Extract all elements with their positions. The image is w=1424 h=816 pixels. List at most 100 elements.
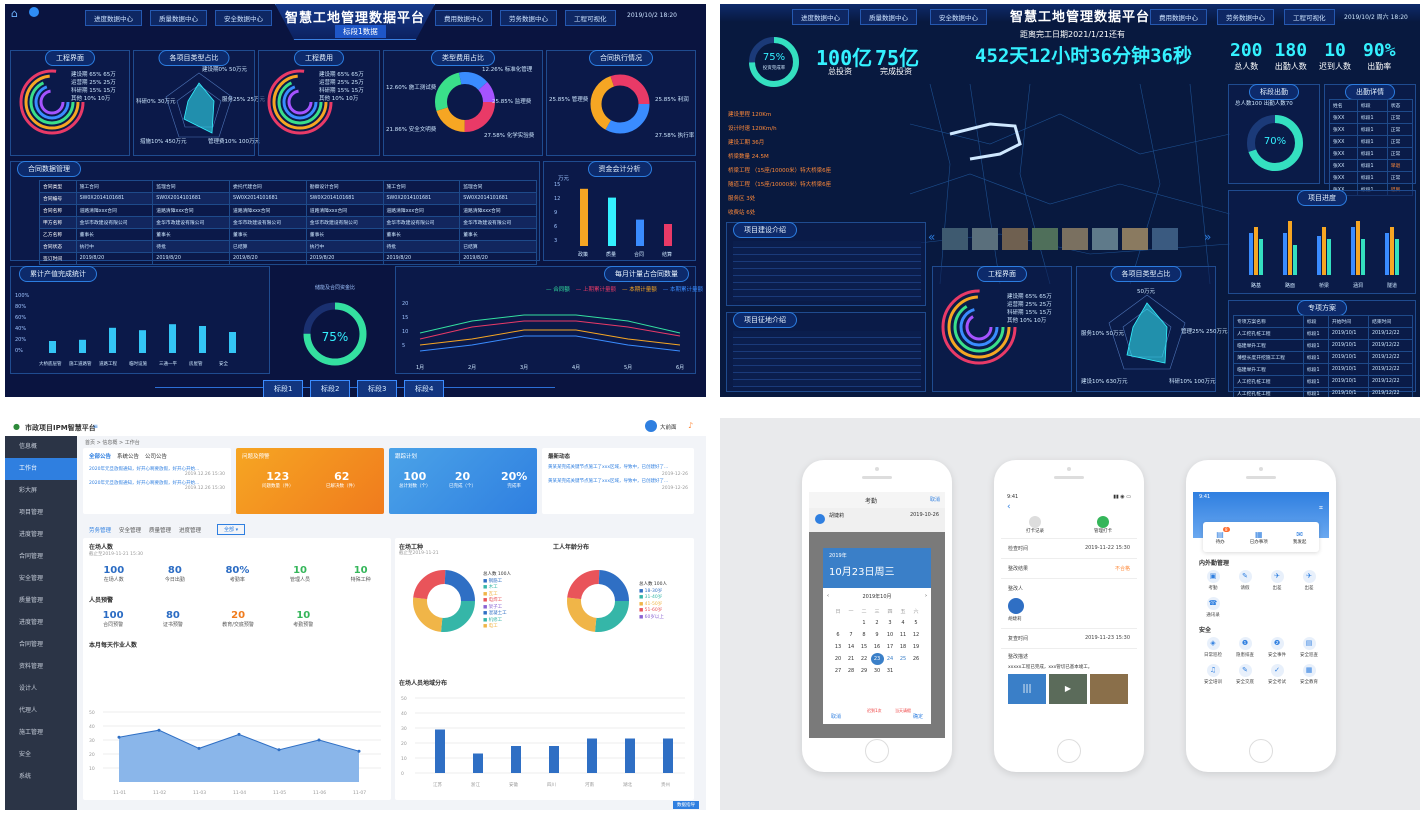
filter-select[interactable]: 全部 ▾ [217, 524, 246, 535]
scan-icon[interactable]: ⌗ [1319, 504, 1323, 512]
confirm-button[interactable]: 确定 [912, 714, 923, 720]
day-cell[interactable]: 14 [847, 644, 855, 650]
nav-progress[interactable]: 进度数据中心 [792, 9, 849, 25]
todo-icon[interactable]: ▤ [1216, 529, 1224, 539]
todo-label[interactable]: 待办 [1215, 539, 1225, 545]
cancel-button[interactable]: 取消 [831, 714, 842, 720]
app-shortcut[interactable]: ▣ 考勤 [1199, 570, 1227, 591]
day-cell[interactable]: 13 [834, 644, 842, 650]
day-cell[interactable]: 19 [912, 644, 920, 650]
tab-section-4[interactable]: 标段4 [404, 380, 445, 397]
nav-quality[interactable]: 质量数据中心 [860, 9, 917, 25]
app-shortcut[interactable]: ❶ 隐患排查 [1231, 637, 1259, 658]
sidebar-item[interactable]: 信息概 [19, 443, 38, 450]
day-cell[interactable]: 9 [875, 632, 879, 638]
prev-arrow-icon[interactable]: « [928, 230, 936, 244]
app-shortcut[interactable]: ▤ 安全巡查 [1295, 637, 1323, 658]
sidebar-item[interactable]: 设计人 [19, 685, 38, 692]
header-action[interactable]: 取消 [929, 497, 940, 503]
day-cell[interactable]: 18 [899, 644, 907, 650]
bell-icon[interactable]: ♪ [688, 421, 694, 430]
app-shortcut[interactable]: ✎ 安全交底 [1231, 664, 1259, 685]
photo-thumbnail[interactable] [1002, 228, 1028, 250]
user-name[interactable]: 大前面 [660, 425, 677, 431]
initiated-icon[interactable]: ✉ [1296, 529, 1303, 539]
nav-progress[interactable]: 进度数据中心 [85, 10, 142, 26]
notice-item[interactable]: 2020年元旦放假通知，好开心啊要放假，好开心开始... [89, 481, 200, 486]
module-tab[interactable]: 质量管理 [149, 528, 172, 534]
day-cell[interactable]: 21 [847, 656, 855, 662]
sidebar-item[interactable]: 项目管理 [19, 509, 44, 516]
day-cell[interactable]: 29 [860, 668, 868, 674]
nav-cost[interactable]: 费用数据中心 [1150, 9, 1207, 25]
module-tab[interactable]: 安全管理 [119, 528, 142, 534]
app-shortcut[interactable]: ▦ 安全教育 [1295, 664, 1323, 685]
nav-quality[interactable]: 质量数据中心 [150, 10, 207, 26]
app-shortcut[interactable]: ☎ 通讯录 [1199, 597, 1227, 618]
photo-thumbnail[interactable] [1152, 228, 1178, 250]
day-cell[interactable]: 1 [862, 620, 866, 626]
photo-thumbnail[interactable] [942, 228, 968, 250]
day-cell[interactable]: 12 [912, 632, 920, 638]
done-label[interactable]: 已办事项 [1249, 539, 1268, 545]
warning-kpi-card[interactable]: 问题及预警 123 问题数量（件） 62 已解决数（件） [236, 448, 384, 514]
tab-manage[interactable]: 管理打卡 [1094, 529, 1112, 534]
notice-item[interactable]: 2020年元旦放假通知，好开心啊要放假，好开心开始... [89, 467, 200, 472]
tab-section-1[interactable]: 标段1 [263, 380, 304, 397]
app-shortcut[interactable]: ✎ 请假 [1231, 570, 1259, 591]
app-shortcut[interactable]: ❷ 安全事件 [1263, 637, 1291, 658]
sidebar-item[interactable]: 施工管理 [19, 729, 44, 736]
sidebar-item[interactable]: 进度管理 [19, 531, 44, 538]
day-cell[interactable]: 17 [886, 644, 894, 650]
sidebar-item[interactable]: 安全 [19, 751, 32, 758]
day-cell[interactable]: 25 [899, 656, 907, 662]
sidebar-item[interactable]: 进度管理 [19, 619, 44, 626]
day-cell[interactable]: 30 [873, 668, 881, 674]
nav-safety[interactable]: 安全数据中心 [930, 9, 987, 25]
module-tab[interactable]: 劳务管理 [89, 528, 112, 534]
photo-thumbnail[interactable] [1032, 228, 1058, 250]
day-cell[interactable]: 10 [886, 632, 894, 638]
globe-icon[interactable] [29, 7, 39, 17]
day-cell[interactable]: 23 [870, 653, 884, 665]
done-icon[interactable]: ▦ [1254, 529, 1263, 539]
collapse-icon[interactable]: ≡ [93, 423, 99, 430]
day-cell[interactable]: 31 [886, 668, 894, 674]
app-shortcut[interactable]: ✓ 安全考试 [1263, 664, 1291, 685]
notice-tab[interactable]: 系统公告 [117, 454, 140, 460]
app-shortcut[interactable]: ♫ 安全培训 [1199, 664, 1227, 685]
nav-labor[interactable]: 劳务数据中心 [1217, 9, 1274, 25]
dynamics-item[interactable]: 黄某某完成关键节点施工了xxx区域，导致中，已创建好了... [548, 479, 669, 484]
home-icon[interactable]: ⌂ [11, 7, 18, 20]
sidebar-item[interactable]: 质量管理 [19, 597, 44, 604]
video-thumbnail[interactable]: ▶ [1049, 674, 1087, 704]
day-cell[interactable]: 8 [862, 632, 866, 638]
day-cell[interactable]: 3 [888, 620, 892, 626]
sidebar-item[interactable]: 合同管理 [19, 641, 44, 648]
prev-month-icon[interactable]: ‹ [827, 593, 829, 599]
module-tab[interactable]: 进度管理 [179, 528, 202, 534]
manage-icon[interactable] [1097, 516, 1109, 528]
day-cell[interactable]: 11 [899, 632, 907, 638]
app-shortcut[interactable]: ✈ 出差 [1263, 570, 1291, 591]
sidebar-item[interactable]: 安全管理 [19, 575, 44, 582]
back-icon[interactable]: ‹ [1007, 502, 1011, 512]
nav-cost[interactable]: 费用数据中心 [435, 10, 492, 26]
initiated-label[interactable]: 我发起 [1292, 539, 1307, 545]
tab-section-3[interactable]: 标段3 [357, 380, 398, 397]
audio-icon[interactable]: ||| [1008, 674, 1046, 704]
sidebar-item[interactable]: 资料管理 [19, 663, 44, 670]
photo-thumbnail[interactable] [1062, 228, 1088, 250]
tab-section-2[interactable]: 标段2 [310, 380, 351, 397]
day-cell[interactable]: 28 [847, 668, 855, 674]
day-cell[interactable]: 2 [875, 620, 879, 626]
notice-tab[interactable]: 公司公告 [145, 454, 168, 460]
sidebar-item[interactable]: 系统 [19, 773, 32, 780]
sidebar-item[interactable]: 工作台 [5, 458, 77, 480]
sidebar-item[interactable]: 合同管理 [19, 553, 44, 560]
day-cell[interactable]: 7 [849, 632, 853, 638]
day-cell[interactable]: 20 [834, 656, 842, 662]
day-cell[interactable]: 15 [860, 644, 868, 650]
app-shortcut[interactable]: ✈ 出差 [1295, 570, 1323, 591]
next-month-icon[interactable]: › [925, 593, 927, 599]
